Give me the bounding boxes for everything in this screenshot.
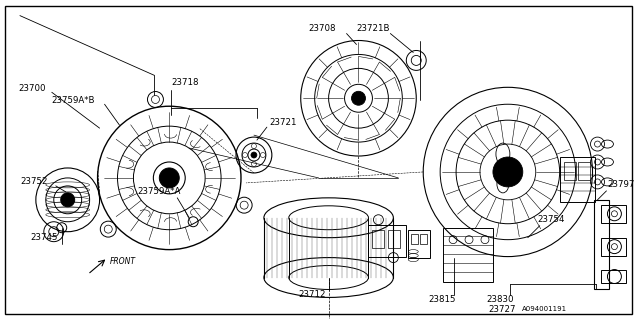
Bar [564, 162, 575, 180]
Bar [602, 205, 627, 223]
Text: 23752: 23752 [20, 177, 47, 187]
Bar [412, 234, 419, 244]
Bar [559, 157, 595, 202]
Text: 23727: 23727 [488, 305, 515, 314]
Text: FRONT: FRONT [109, 257, 136, 266]
Bar [388, 230, 400, 248]
Text: 23721B: 23721B [356, 24, 390, 33]
Text: 23759A*B: 23759A*B [52, 96, 95, 105]
Text: 23712: 23712 [299, 290, 326, 299]
Text: 23830: 23830 [486, 295, 513, 304]
Text: 23754: 23754 [538, 215, 565, 224]
Bar [577, 162, 589, 180]
Circle shape [159, 168, 179, 188]
Circle shape [251, 152, 257, 158]
Bar [593, 200, 609, 290]
Text: A094001191: A094001191 [522, 306, 567, 312]
Circle shape [493, 157, 523, 187]
Bar [602, 238, 627, 256]
Bar [420, 234, 428, 244]
Text: 23708: 23708 [308, 24, 336, 33]
Text: 23815: 23815 [428, 295, 456, 304]
Bar [369, 225, 406, 257]
Text: 23745: 23745 [30, 233, 58, 242]
Bar [443, 228, 493, 283]
Text: 23759A*A: 23759A*A [138, 188, 180, 196]
Text: 23718: 23718 [172, 78, 199, 87]
Text: 23721: 23721 [269, 118, 296, 127]
Bar [372, 230, 385, 248]
Bar [602, 269, 627, 284]
Text: 23700: 23700 [18, 84, 45, 93]
Text: 23797: 23797 [607, 180, 635, 189]
Circle shape [61, 193, 75, 207]
Bar [408, 230, 430, 258]
Circle shape [351, 91, 365, 105]
